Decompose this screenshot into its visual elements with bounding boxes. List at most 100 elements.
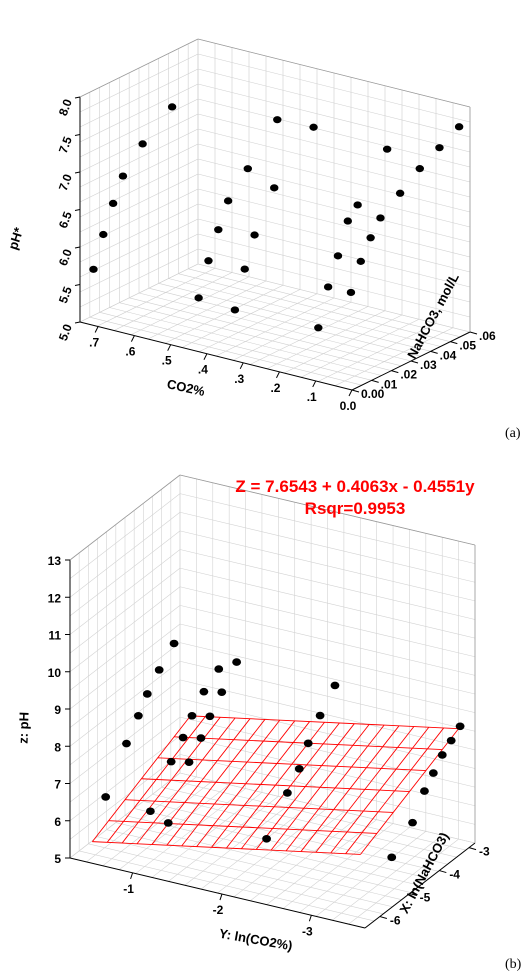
panel-a-data-point xyxy=(270,184,279,192)
panel-b-data-point xyxy=(387,853,397,862)
panel-b-data-point xyxy=(217,688,227,696)
fit-plane-mesh-line xyxy=(196,720,296,847)
panel-a-grid-floor-v xyxy=(129,297,402,367)
panel-a-grid-back-h xyxy=(197,143,471,213)
panel-a-y-tick-label: .02 xyxy=(400,368,417,382)
panel-a-data-point xyxy=(167,103,177,111)
panel-b-x-tick-label: -3 xyxy=(479,845,490,859)
panel-b-z-tick-label: 9 xyxy=(54,703,61,717)
panel-a-grid-floor-v xyxy=(89,316,362,386)
panel-a-data-point xyxy=(415,165,424,173)
fit-plane-mesh-line xyxy=(181,719,281,847)
panel-a-y-tick-mark xyxy=(430,350,438,354)
fit-plane-mesh-line xyxy=(106,716,206,843)
panel-a-x-tick-mark xyxy=(167,344,172,351)
panel-a-z-tick-mark xyxy=(74,134,81,136)
panel-b-grid-floor-v xyxy=(134,808,430,879)
panel-a-y-tick-mark xyxy=(450,341,458,345)
panel-b-y-tick-mark xyxy=(219,893,223,901)
panel-b-z-tick-label: 8 xyxy=(54,740,61,754)
panel-a-data-point xyxy=(138,140,147,148)
panel-a-data-point xyxy=(356,257,365,265)
panel-a-grid-back-h xyxy=(197,68,471,138)
panel-a-zlabel: pH* xyxy=(5,225,26,252)
panel-b-grid-back-h xyxy=(179,679,476,751)
panel-b-data-point xyxy=(101,793,111,801)
panel-a-z-tick-label: 6.5 xyxy=(56,209,75,230)
panel-a-data-point xyxy=(314,324,323,332)
panel-b-data-point xyxy=(199,687,209,696)
panel-a-z-tick-mark xyxy=(74,96,81,99)
fit-plane-mesh-line xyxy=(300,725,400,852)
panel-b-data-point xyxy=(154,666,164,674)
panel-a-y-tick-mark xyxy=(371,379,379,383)
panel-a-grid-floor-v xyxy=(197,263,471,333)
panel-a-data-point xyxy=(395,189,405,197)
panel-a-x-tick-mark xyxy=(239,362,244,370)
panel-a-data-point xyxy=(230,306,240,314)
panel-b-grid-floor-v xyxy=(79,850,375,922)
fit-plane-mesh-line xyxy=(240,722,340,849)
panel-a-x-tick-mark xyxy=(312,380,317,388)
panel-b-grid-back-h xyxy=(179,660,476,732)
panel-a-grid-floor-v xyxy=(119,302,392,371)
panel-a-grid-back-h xyxy=(197,83,471,153)
panel-b-data-point xyxy=(166,757,176,766)
panel-b-grid-floor-v xyxy=(97,836,393,908)
panel-a-label: (a) xyxy=(505,426,521,441)
panel-b-data-point xyxy=(145,807,155,816)
panel-a-chart: 5.0 5.5 6.0 6.5 7.0 7.5 8.0 0.0 .1 .2 .3 .4 .5 .6 .7 0.… xyxy=(56,38,496,413)
fit-plane-mesh-line xyxy=(315,726,415,853)
panel-a-axis-front xyxy=(79,321,353,391)
panel-a-z-tick-mark xyxy=(74,246,81,249)
panel-a-grid-back-h xyxy=(197,233,471,303)
panel-b-grid-floor-v xyxy=(115,822,411,893)
panel-b-data-point xyxy=(282,789,292,797)
panel-a-data-point xyxy=(333,252,343,260)
panel-b-z-tick-label: 10 xyxy=(48,666,62,680)
panel-a-z-tick-label: 6.0 xyxy=(56,247,75,268)
fit-plane-mesh-line xyxy=(345,727,445,854)
panel-a-y-tick-label: .03 xyxy=(420,358,437,372)
panel-a-grid-floor-v xyxy=(138,292,412,362)
panel-b-data-point xyxy=(437,751,447,759)
panel-b-chart: 5 6 7 8 9 10 11 12 13 -1 -2 -3 -6 -5 -4 -3 xyxy=(48,474,490,938)
panel-b-data-point xyxy=(303,739,313,748)
panel-b-data-point xyxy=(262,835,271,843)
panel-b-y-tick-mark xyxy=(130,872,134,880)
panel-b-data-point xyxy=(205,712,215,721)
panel-a-x-tick-label: .5 xyxy=(162,354,172,368)
panel-a-grid-floor-v xyxy=(148,287,421,357)
panel-a-frame-top-back xyxy=(197,38,471,108)
panel-a-y-tick-mark xyxy=(410,360,419,364)
panel-a-grid-floor-v xyxy=(188,268,461,338)
regression-equation: Z = 7.6543 + 0.4063x - 0.4551y xyxy=(235,477,475,496)
panel-a-y-tick-label: .05 xyxy=(459,339,476,353)
panel-a-data-point xyxy=(240,265,249,273)
panel-a-z-tick-label: 8.0 xyxy=(56,97,75,118)
panel-b-z-tick-label: 7 xyxy=(54,778,61,792)
panel-b-ylabel: Y: ln(CO2%) xyxy=(218,926,294,954)
panel-b-y-tick-mark xyxy=(308,915,312,922)
panel-b-y-tick-label: -2 xyxy=(213,903,224,917)
panel-a-grid-back-h xyxy=(197,188,471,258)
panel-a-y-tick-label: .06 xyxy=(479,329,496,343)
panel-b-x-tick-label: -5 xyxy=(420,891,431,905)
panel-b-label: (b) xyxy=(505,957,522,972)
panel-a-x-tick-label: .7 xyxy=(89,336,99,350)
panel-b-data-point xyxy=(446,736,456,745)
panel-a-grid-back-h xyxy=(197,98,471,168)
panel-b-x-tick-mark xyxy=(468,847,477,851)
panel-b-data-point xyxy=(122,739,131,748)
panel-b-axis-front xyxy=(69,857,366,929)
panel-b-data-point xyxy=(294,765,304,773)
panel-b-data-point xyxy=(184,758,194,766)
panel-b-data-point xyxy=(214,665,224,673)
panel-a-frame-top-left xyxy=(79,38,199,98)
panel-b-grid-back-h xyxy=(179,623,476,695)
panel-a-z-tick-label: 7.5 xyxy=(56,134,75,155)
panel-b-frame-top-back xyxy=(179,474,476,546)
panel-b-x-tick-label: -6 xyxy=(390,914,401,928)
panel-a-x-tick-mark xyxy=(130,335,135,342)
panel-a-data-point xyxy=(346,288,356,297)
